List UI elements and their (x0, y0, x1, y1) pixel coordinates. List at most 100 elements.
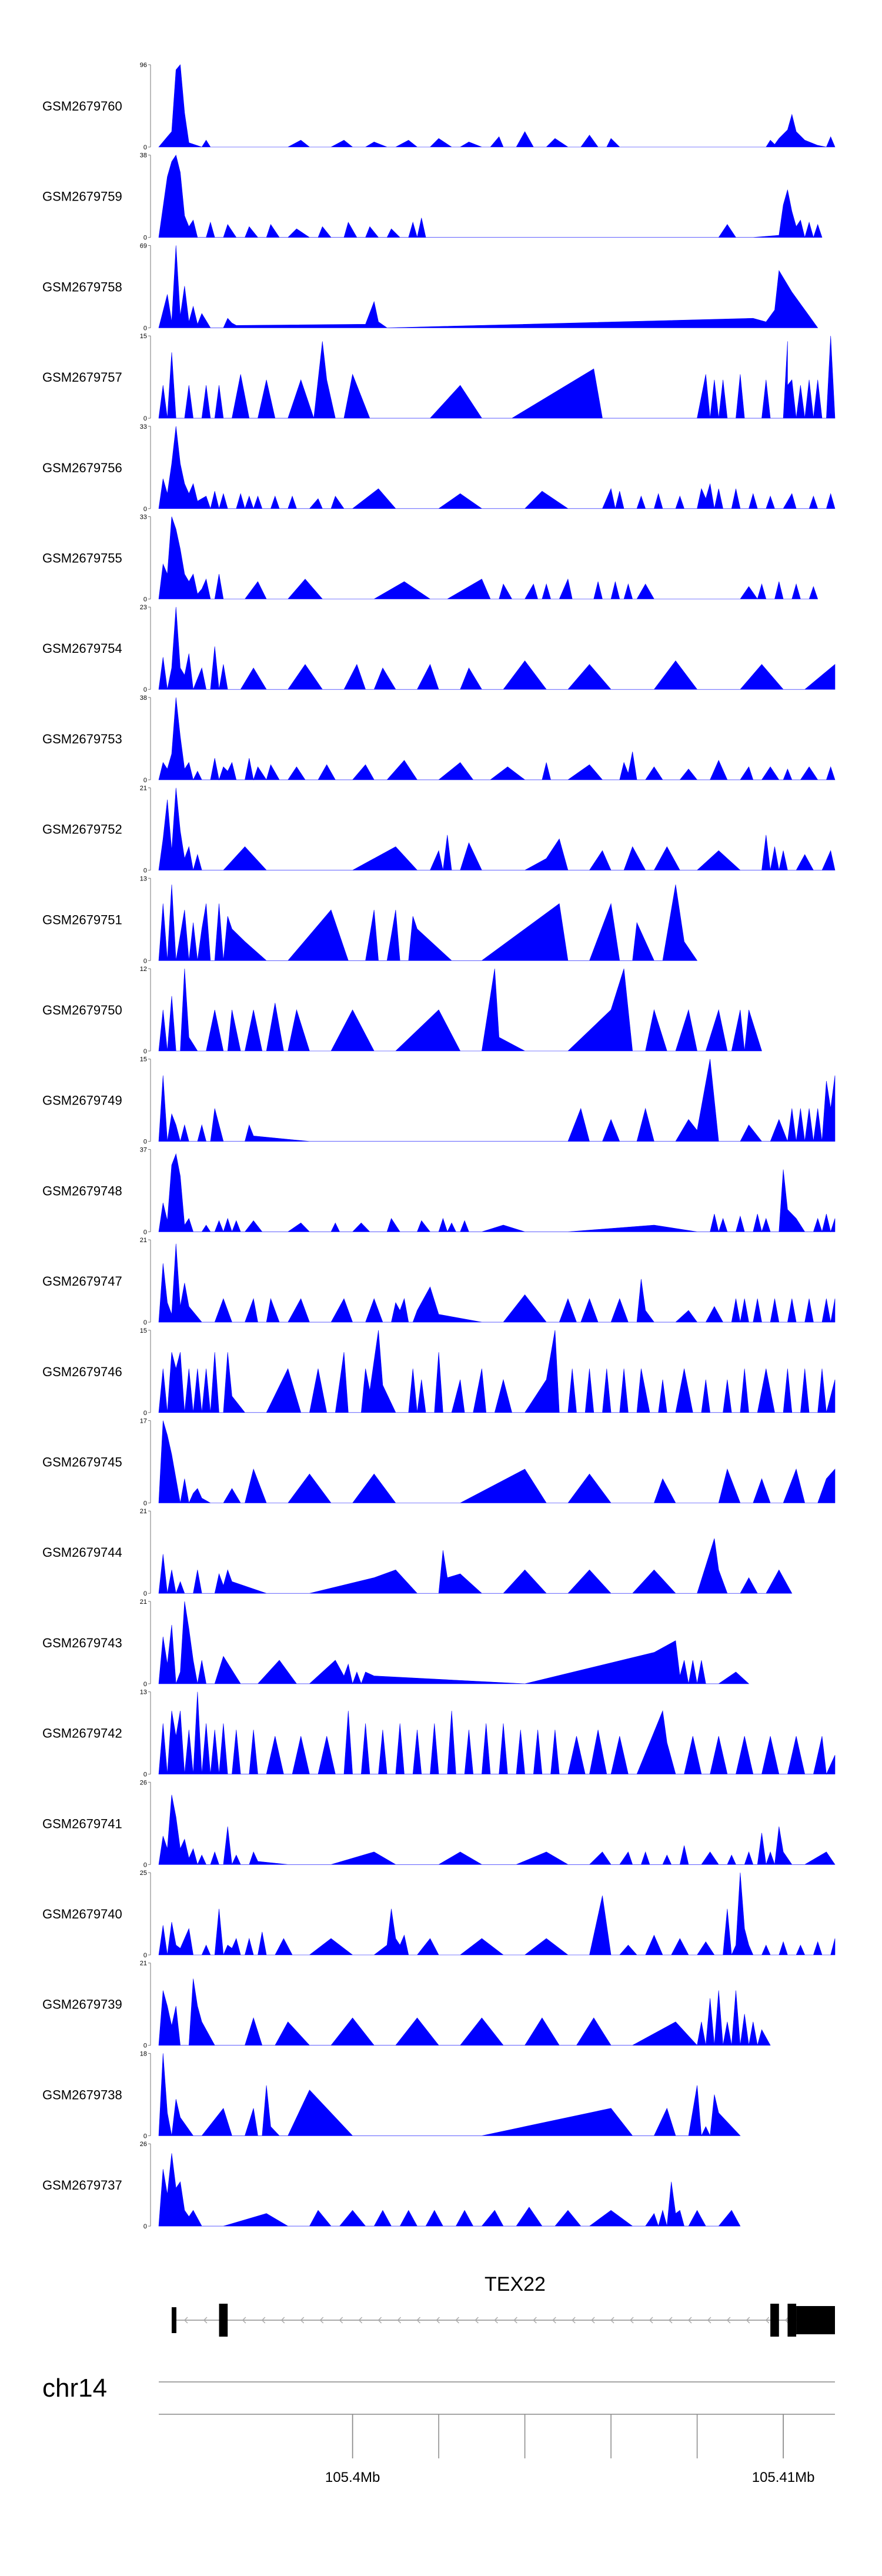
coverage-track: GSM2679755 33 0 (42, 514, 818, 603)
strand-arrow (784, 2317, 789, 2324)
y-max-label: 21 (140, 1237, 147, 1244)
strand-arrow (630, 2317, 634, 2324)
coverage-area (158, 968, 762, 1052)
sample-label: GSM2679743 (42, 1636, 122, 1650)
y-max-label: 21 (140, 1508, 147, 1515)
coverage-track: GSM2679746 15 0 (42, 1327, 836, 1417)
y-min-label: 0 (143, 1229, 147, 1236)
sample-label: GSM2679739 (42, 1997, 122, 2012)
y-min-label: 0 (143, 2043, 147, 2050)
coverage-area (158, 1978, 771, 2046)
coverage-area (158, 1153, 836, 1233)
sample-label: GSM2679742 (42, 1726, 122, 1741)
gene-exon (219, 2304, 228, 2337)
coverage-area (158, 2053, 741, 2137)
sample-label: GSM2679753 (42, 732, 122, 746)
y-max-label: 33 (140, 423, 147, 431)
sample-label: GSM2679740 (42, 1907, 122, 1921)
coverage-area (158, 1691, 836, 1775)
y-max-label: 12 (140, 966, 147, 973)
sample-label: GSM2679755 (42, 551, 122, 566)
y-max-label: 26 (140, 2141, 147, 2148)
strand-arrow (280, 2317, 285, 2324)
strand-arrow (300, 2317, 305, 2324)
sample-label: GSM2679737 (42, 2178, 122, 2193)
y-max-label: 17 (140, 1418, 147, 1425)
strand-arrow (533, 2317, 537, 2324)
y-min-label: 0 (143, 1048, 147, 1055)
coverage-track: GSM2679760 96 0 (42, 62, 836, 151)
sample-label: GSM2679754 (42, 641, 122, 656)
strand-arrow (649, 2317, 653, 2324)
genome-axis: chr14 105.4Mb 105.41Mb (42, 2374, 835, 2485)
y-max-label: 69 (140, 242, 147, 249)
y-max-label: 38 (140, 695, 147, 702)
coverage-track: GSM2679745 17 0 (42, 1418, 836, 1507)
strand-arrow (572, 2317, 576, 2324)
coverage-track: GSM2679758 69 0 (42, 242, 818, 332)
coverage-track: GSM2679754 23 0 (42, 604, 836, 693)
strand-arrow (746, 2317, 750, 2324)
strand-arrow (494, 2317, 498, 2324)
y-min-label: 0 (143, 415, 147, 422)
sample-label: GSM2679747 (42, 1274, 122, 1289)
y-min-label: 0 (143, 1500, 147, 1507)
sample-label: GSM2679759 (42, 189, 122, 204)
y-min-label: 0 (143, 1861, 147, 1868)
gene-exon (770, 2304, 779, 2337)
y-max-label: 96 (140, 62, 147, 69)
coverage-area (158, 1059, 836, 1142)
coverage-track: GSM2679749 15 0 (42, 1056, 836, 1146)
coverage-area (158, 1538, 793, 1594)
coverage-area (158, 245, 818, 328)
coverage-area (158, 426, 836, 509)
coverage-track: GSM2679748 37 0 (42, 1146, 836, 1236)
coverage-track: GSM2679738 18 0 (42, 2050, 741, 2140)
sample-label: GSM2679758 (42, 279, 122, 294)
y-max-label: 15 (140, 1056, 147, 1063)
y-max-label: 21 (140, 1599, 147, 1606)
sample-label: GSM2679738 (42, 2087, 122, 2102)
strand-arrow (203, 2317, 208, 2324)
coverage-area (158, 1601, 750, 1684)
coverage-track: GSM2679757 15 0 (42, 333, 836, 422)
y-max-label: 38 (140, 152, 147, 159)
strand-arrow (183, 2317, 188, 2324)
y-min-label: 0 (143, 1139, 147, 1146)
y-min-label: 0 (143, 1952, 147, 1959)
sample-label: GSM2679749 (42, 1093, 122, 1108)
strand-arrow (319, 2317, 324, 2324)
y-max-label: 18 (140, 2050, 147, 2057)
y-min-label: 0 (143, 235, 147, 242)
y-max-label: 13 (140, 1689, 147, 1696)
strand-arrow (436, 2317, 440, 2324)
sample-label: GSM2679748 (42, 1183, 122, 1198)
strand-arrow (591, 2317, 595, 2324)
y-min-label: 0 (143, 867, 147, 875)
coverage-track: GSM2679741 26 0 (42, 1779, 836, 1868)
coverage-area (158, 154, 823, 238)
coverage-track: GSM2679751 13 0 (42, 875, 698, 965)
coverage-area (158, 516, 818, 600)
gene-exon (171, 2307, 176, 2333)
coverage-track: GSM2679752 21 0 (42, 785, 836, 875)
coverage-track: GSM2679740 25 0 (42, 1870, 836, 1959)
gene-track: TEX22 (171, 2273, 835, 2337)
y-min-label: 0 (143, 1590, 147, 1597)
gene-name: TEX22 (485, 2273, 546, 2295)
gene-exon (787, 2304, 797, 2337)
strand-arrow (765, 2317, 770, 2324)
coverage-track: GSM2679747 21 0 (42, 1237, 836, 1326)
coverage-area (158, 607, 836, 690)
y-min-label: 0 (143, 957, 147, 965)
y-min-label: 0 (143, 777, 147, 784)
y-max-label: 21 (140, 785, 147, 792)
coverage-area (158, 2153, 741, 2227)
y-min-label: 0 (143, 686, 147, 693)
strand-arrow (261, 2317, 266, 2324)
coverage-track: GSM2679756 33 0 (42, 423, 836, 513)
y-min-label: 0 (143, 1410, 147, 1417)
axis-lines: 105.4Mb 105.41Mb (159, 2381, 835, 2485)
y-max-label: 15 (140, 333, 147, 340)
coverage-area (158, 788, 836, 870)
